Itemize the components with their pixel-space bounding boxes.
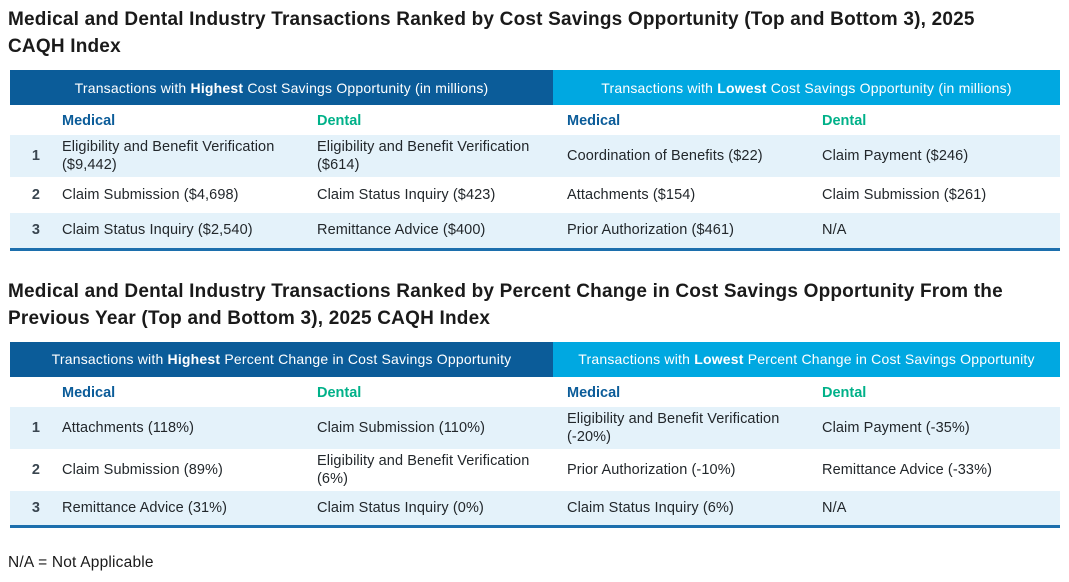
- table-row: 2 Claim Submission ($4,698) Claim Status…: [10, 177, 1061, 213]
- table-row: 2 Claim Submission (89%) Eligibility and…: [10, 448, 1060, 491]
- cell-dental-lowest: Claim Submission ($261): [822, 187, 987, 203]
- cell-dental-lowest: Claim Payment (-35%): [822, 419, 970, 436]
- group-header-row: Transactions with Highest Cost Savings O…: [10, 70, 1061, 105]
- footnote: N/A = Not Applicable: [8, 554, 154, 571]
- header-prefix: Transactions with: [51, 351, 168, 367]
- rank-cell: 1: [31, 419, 41, 436]
- table-row: 3 Remittance Advice (31%) Claim Status I…: [10, 490, 1060, 528]
- cell-medical-lowest: Prior Authorization (-10%): [567, 461, 736, 478]
- rank-cell: 3: [10, 490, 62, 528]
- cost-savings-table: Transactions with Highest Cost Savings O…: [10, 70, 1061, 251]
- rank-cell: 3: [10, 213, 62, 251]
- figure-title-cost-savings: Medical and Dental Industry Transactions…: [8, 9, 975, 57]
- rank-column-header: [10, 376, 62, 407]
- cell-medical-lowest: Prior Authorization ($461): [553, 213, 823, 251]
- cell-medical-highest: Claim Submission ($4,698): [62, 187, 239, 203]
- cell-dental-highest: Eligibility and Benefit Verification ($6…: [317, 139, 530, 173]
- rank-cell: 1: [31, 148, 41, 164]
- column-header-dental-highest: Dental: [317, 376, 553, 407]
- cell-dental-lowest: Remittance Advice (-33%): [822, 461, 993, 478]
- cell-dental-highest: Remittance Advice ($400): [317, 213, 554, 251]
- cell-medical-highest: Claim Status Inquiry ($2,540): [62, 213, 317, 251]
- cell-medical-highest: Eligibility and Benefit Verification ($9…: [62, 139, 275, 173]
- cell-dental-lowest: N/A: [822, 490, 1060, 528]
- header-emphasis: Lowest: [694, 351, 744, 367]
- column-header-medical-highest: Medical: [62, 376, 317, 407]
- column-header-medical-lowest: Medical: [553, 376, 822, 407]
- header-suffix: Cost Savings Opportunity (in millions): [243, 79, 489, 96]
- cell-medical-lowest: Claim Status Inquiry (6%): [553, 490, 822, 528]
- column-header-dental-highest: Dental: [317, 105, 554, 135]
- header-prefix: Transactions with: [74, 79, 191, 96]
- cell-dental-highest: Eligibility and Benefit Verification (6%…: [317, 452, 530, 487]
- cell-dental-highest: Claim Submission (110%): [317, 419, 486, 436]
- cell-dental-highest: Claim Status Inquiry ($423): [317, 187, 496, 203]
- lowest-group-header: Transactions with Lowest Percent Change …: [553, 341, 1060, 377]
- header-emphasis: Highest: [190, 79, 244, 96]
- column-header-row: Medical Dental Medical Dental: [10, 376, 1060, 407]
- cell-dental-highest: Claim Status Inquiry (0%): [317, 490, 553, 528]
- table-row: 1 Attachments (118%) Claim Submission (1…: [10, 406, 1060, 449]
- header-emphasis: Highest: [167, 351, 221, 367]
- cell-medical-lowest: Coordination of Benefits ($22): [567, 148, 763, 164]
- rank-cell: 2: [31, 187, 41, 203]
- rank-cell: 2: [31, 461, 41, 478]
- header-suffix: Percent Change in Cost Savings Opportuni…: [220, 351, 512, 367]
- rank-column-header: [10, 105, 62, 135]
- header-prefix: Transactions with: [601, 79, 718, 96]
- highest-group-header: Transactions with Highest Cost Savings O…: [10, 70, 554, 105]
- cell-medical-lowest: Attachments ($154): [567, 187, 696, 203]
- cell-medical-highest: Attachments (118%): [62, 419, 195, 436]
- percent-change-table: Transactions with Highest Percent Change…: [10, 341, 1060, 528]
- highest-group-header: Transactions with Highest Percent Change…: [10, 341, 553, 377]
- cell-medical-highest: Claim Submission (89%): [62, 461, 223, 478]
- column-header-medical-highest: Medical: [62, 105, 317, 135]
- header-suffix: Percent Change in Cost Savings Opportuni…: [743, 351, 1035, 367]
- cell-dental-lowest: Claim Payment ($246): [822, 148, 969, 164]
- figure-title-percent-change: Medical and Dental Industry Transactions…: [8, 280, 1003, 329]
- column-header-dental-lowest: Dental: [822, 376, 1060, 407]
- header-suffix: Cost Savings Opportunity (in millions): [766, 79, 1012, 96]
- table-row: 3 Claim Status Inquiry ($2,540) Remittan…: [10, 213, 1061, 251]
- header-emphasis: Lowest: [717, 79, 767, 96]
- column-header-dental-lowest: Dental: [822, 105, 1061, 135]
- column-header-medical-lowest: Medical: [553, 105, 823, 135]
- lowest-group-header: Transactions with Lowest Cost Savings Op…: [553, 70, 1061, 105]
- cell-dental-lowest: N/A: [822, 213, 1061, 251]
- table-row: 1 Eligibility and Benefit Verification (…: [10, 135, 1061, 177]
- column-header-row: Medical Dental Medical Dental: [10, 105, 1061, 135]
- header-prefix: Transactions with: [578, 351, 695, 367]
- cell-medical-lowest: Eligibility and Benefit Verification (-2…: [567, 410, 780, 445]
- group-header-row: Transactions with Highest Percent Change…: [10, 341, 1060, 377]
- cell-medical-highest: Remittance Advice (31%): [62, 490, 317, 528]
